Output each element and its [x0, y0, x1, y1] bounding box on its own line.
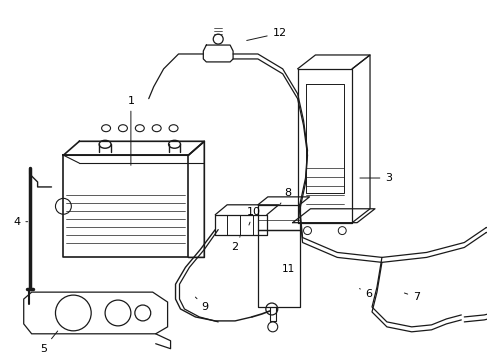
Text: 7: 7 [404, 292, 419, 302]
Text: 5: 5 [40, 331, 58, 354]
Text: 3: 3 [359, 173, 391, 183]
Text: 12: 12 [246, 28, 286, 40]
Text: 2: 2 [231, 237, 240, 252]
Text: 9: 9 [195, 297, 208, 312]
Text: 6: 6 [359, 289, 372, 299]
Text: 4: 4 [13, 217, 28, 227]
Text: 8: 8 [279, 188, 291, 205]
Text: 10: 10 [246, 207, 261, 225]
Text: 1: 1 [127, 96, 134, 165]
Text: 11: 11 [282, 264, 295, 274]
